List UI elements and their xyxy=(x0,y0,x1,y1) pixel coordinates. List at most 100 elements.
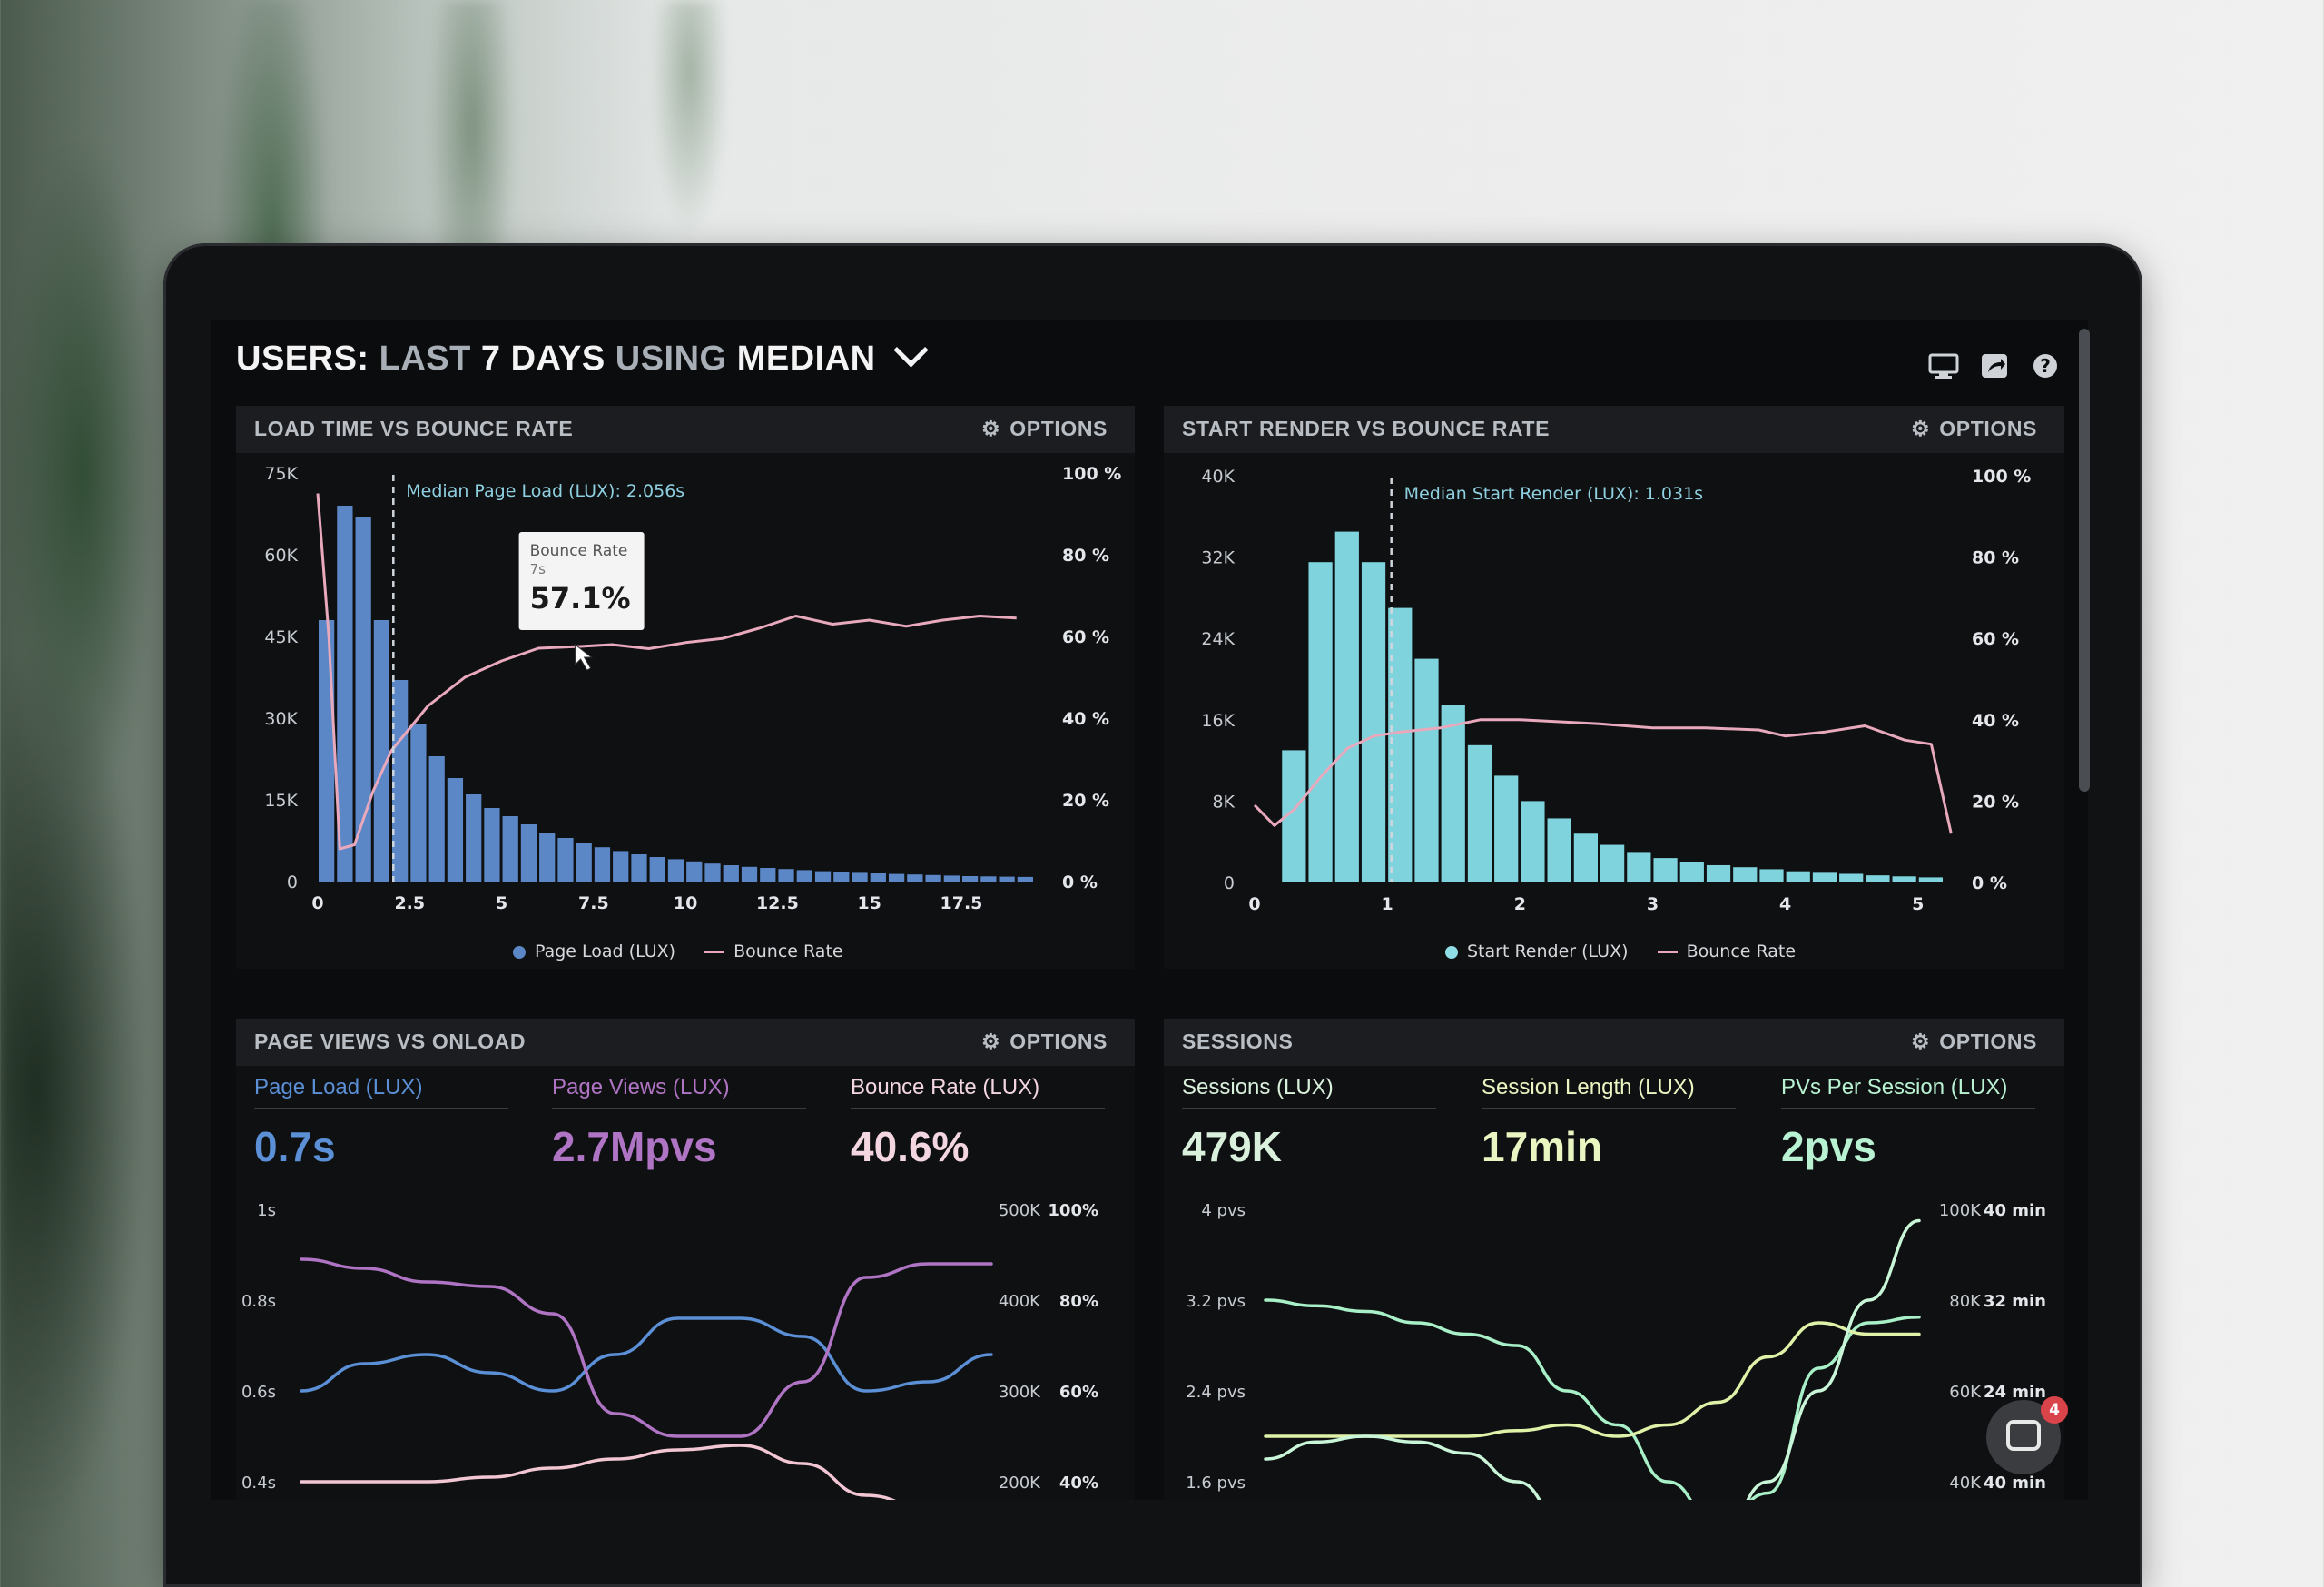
y2-tick-label: 500K xyxy=(999,1201,1041,1220)
metric-label: PVs Per Session (LUX) xyxy=(1781,1075,2035,1109)
svg-text:?: ? xyxy=(2040,355,2051,377)
y3-tick-label: 40 min xyxy=(1984,1474,2046,1493)
y-tick-label: 30K xyxy=(264,709,298,729)
scrollbar[interactable] xyxy=(2079,329,2090,792)
chevron-down-icon[interactable] xyxy=(893,332,929,368)
histogram-bar xyxy=(1627,852,1651,882)
metric-label: Page Views (LUX) xyxy=(552,1075,806,1109)
y3-tick-label: 60% xyxy=(1059,1383,1098,1402)
metric-label: Session Length (LUX) xyxy=(1482,1075,1736,1109)
y-tick-label: 3.2 pvs xyxy=(1186,1292,1246,1311)
y-tick-label: 1s xyxy=(257,1201,276,1220)
y2-tick-label: 0 % xyxy=(1062,872,1098,892)
series-line xyxy=(300,1444,896,1500)
help-icon[interactable]: ? xyxy=(2030,352,2061,380)
panel-title: SESSIONS xyxy=(1182,1030,1294,1053)
metric-label: Sessions (LUX) xyxy=(1182,1075,1436,1109)
gear-icon: ⚙ xyxy=(1911,417,1931,440)
y-tick-label: 24K xyxy=(1201,629,1235,649)
metric-sessions[interactable]: Sessions (LUX) 479K xyxy=(1182,1075,1436,1171)
histogram-bar xyxy=(1361,562,1386,882)
y2-tick-label: 100 % xyxy=(1062,464,1121,484)
histogram-bar xyxy=(355,517,371,882)
bounce-rate-line xyxy=(316,493,1017,851)
metric-value: 17min xyxy=(1482,1123,1602,1170)
metric-session-length[interactable]: Session Length (LUX) 17min xyxy=(1482,1075,1736,1171)
title-median: MEDIAN xyxy=(736,340,876,378)
series-line xyxy=(1264,1218,1921,1500)
histogram-bar xyxy=(466,794,482,882)
histogram-bar xyxy=(1467,744,1492,882)
options-button[interactable]: ⚙ OPTIONS xyxy=(1911,1030,2037,1054)
options-label: OPTIONS xyxy=(1009,417,1108,440)
y2-tick-label: 300K xyxy=(999,1383,1041,1402)
histogram-bar xyxy=(943,875,960,882)
y-tick-label: 1.6 pvs xyxy=(1186,1474,1246,1493)
histogram-bar xyxy=(1733,867,1758,882)
tooltip-sub: 7s xyxy=(530,561,547,577)
series-line xyxy=(300,1316,993,1393)
histogram-bar xyxy=(814,871,832,882)
histogram-bar xyxy=(1441,705,1465,882)
histogram-bar xyxy=(1308,562,1333,882)
x-tick-label: 12.5 xyxy=(756,893,799,913)
chart-load-time: 0 15K 30K 45K 60K 75K 0 % 20 % 40 % 60 % 80 % 100 %… xyxy=(264,464,1121,913)
histogram-bar xyxy=(613,851,629,882)
metric-bounce-rate[interactable]: Bounce Rate (LUX) 40.6% xyxy=(851,1075,1105,1171)
tooltip-title: Bounce Rate xyxy=(530,542,628,560)
histogram-bar xyxy=(539,833,556,882)
panel-header: SESSIONS ⚙ OPTIONS xyxy=(1164,1019,2064,1066)
histogram-bar xyxy=(1600,844,1625,882)
gear-icon: ⚙ xyxy=(981,1030,1001,1053)
y3-tick-label: 100% xyxy=(1048,1201,1098,1220)
title-days: 7 DAYS xyxy=(480,340,606,378)
page-title[interactable]: USERS: LAST 7 DAYS USING MEDIAN xyxy=(236,332,929,379)
y2-tick-label: 60 % xyxy=(1062,627,1109,647)
x-tick-label: 15 xyxy=(857,893,881,913)
x-tick-label: 17.5 xyxy=(940,893,983,913)
x-tick-label: 0 xyxy=(311,893,323,913)
histogram-bar xyxy=(1547,818,1571,882)
cursor-icon xyxy=(575,644,594,671)
y-tick-label: 40K xyxy=(1201,467,1235,487)
y2-tick-label: 400K xyxy=(999,1292,1041,1311)
options-button[interactable]: ⚙ OPTIONS xyxy=(981,417,1108,441)
histogram-bar xyxy=(502,816,518,882)
notification-badge: 4 xyxy=(2041,1396,2068,1424)
histogram-bar xyxy=(1494,775,1519,882)
y-tick-label: 0.6s xyxy=(241,1383,276,1402)
x-tick-label: 7.5 xyxy=(578,893,609,913)
chat-button[interactable] xyxy=(1986,1400,2061,1474)
histogram-bar xyxy=(852,872,868,882)
median-label: Median Start Render (LUX): 1.031s xyxy=(1404,484,1703,504)
title-using: USING xyxy=(615,340,727,378)
histogram-bar xyxy=(925,874,941,882)
tooltip-box xyxy=(518,532,645,631)
tooltip-value: 57.1% xyxy=(530,581,631,616)
legend-swatch-page-load xyxy=(513,945,526,959)
metric-page-views[interactable]: Page Views (LUX) 2.7Mpvs xyxy=(552,1075,806,1171)
histogram-bar xyxy=(557,838,574,882)
metric-pvs-per-session[interactable]: PVs Per Session (LUX) 2pvs xyxy=(1781,1075,2035,1171)
panel-start-render: START RENDER VS BOUNCE RATE ⚙ OPTIONS 0 8K… xyxy=(1164,406,2064,969)
share-icon[interactable] xyxy=(1979,352,2010,380)
monitor-icon[interactable] xyxy=(1928,352,1959,380)
histogram-bar xyxy=(1839,873,1864,882)
panel-title: START RENDER VS BOUNCE RATE xyxy=(1182,417,1551,440)
x-tick-label: 4 xyxy=(1779,894,1791,914)
legend-page-load: Page Load (LUX) xyxy=(535,941,676,961)
legend-bounce-rate: Bounce Rate xyxy=(734,941,843,961)
legend-start-render: Start Render (LUX) xyxy=(1467,941,1629,961)
histogram-bar xyxy=(428,756,445,882)
legend-bounce-rate: Bounce Rate xyxy=(1686,941,1797,961)
y2-tick-label: 80 % xyxy=(1972,548,2019,568)
y-tick-label: 2.4 pvs xyxy=(1186,1383,1246,1402)
histogram-bar xyxy=(1706,864,1731,882)
histogram-bar xyxy=(723,865,739,882)
x-tick-label: 3 xyxy=(1647,894,1659,914)
y-tick-label: 60K xyxy=(264,546,298,566)
options-button[interactable]: ⚙ OPTIONS xyxy=(1911,417,2037,441)
options-button[interactable]: ⚙ OPTIONS xyxy=(981,1030,1108,1054)
metric-page-load[interactable]: Page Load (LUX) 0.7s xyxy=(254,1075,508,1171)
